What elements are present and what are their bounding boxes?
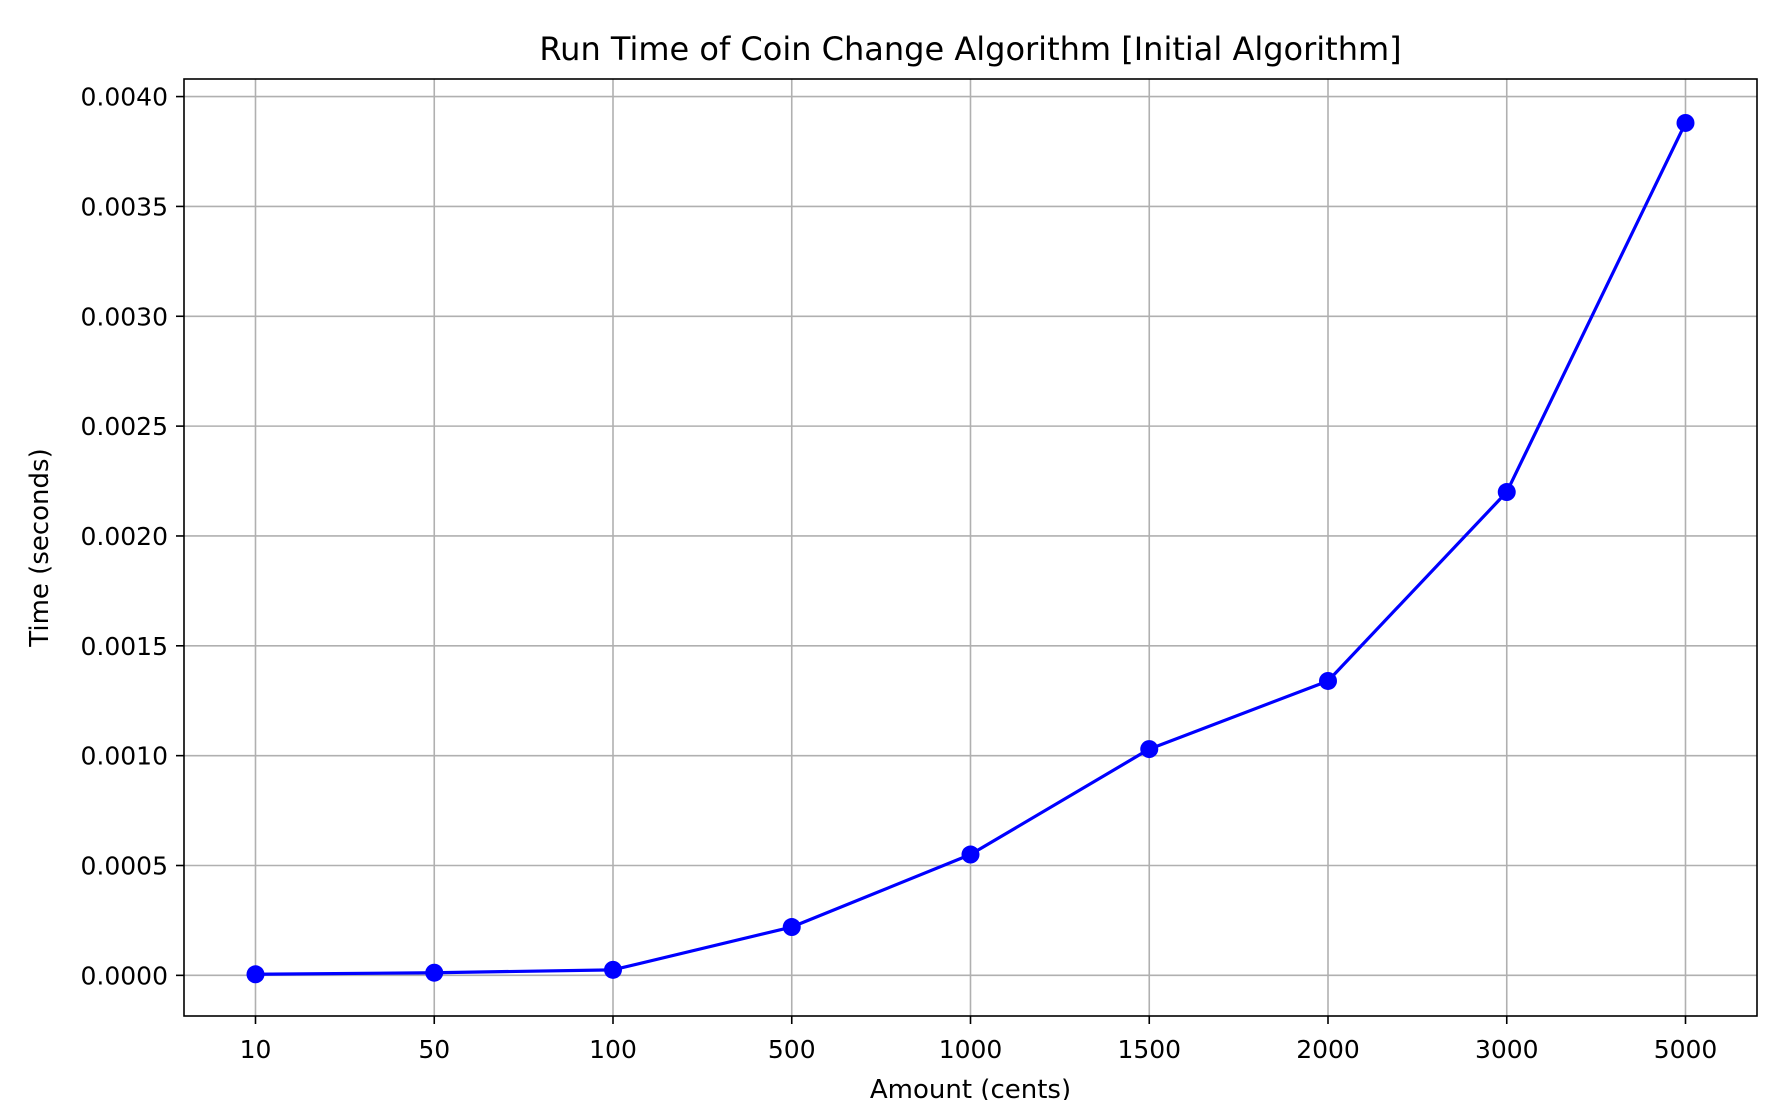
y-tick-label: 0.0040 [81,83,168,112]
data-point [961,845,980,864]
data-point [1676,113,1695,132]
y-tick-label: 0.0025 [81,412,168,441]
x-tick-label: 1000 [939,1035,1003,1064]
data-point [1319,671,1337,690]
y-tick-label: 0.0035 [81,192,168,221]
x-tick-label: 1500 [1117,1035,1181,1064]
series-layer [246,113,1695,984]
y-tick-label: 0.0005 [81,852,168,881]
y-tick-label: 0.0020 [81,522,168,551]
x-tick-label: 3000 [1475,1035,1539,1064]
y-axis-ticks: 0.0000 0.0005 0.0010 0.0015 0.0020 0.0025 0.00… [81,83,184,990]
y-tick-label: 0.0015 [81,632,168,661]
x-axis-label: Amount (cents) [870,1075,1071,1100]
data-point [246,965,265,984]
y-axis-label: Time (seconds) [25,448,55,647]
data-point [1497,483,1516,502]
x-axis-ticks: 10 50 100 500 1000 1500 2000 3000 5000 [240,1016,1718,1064]
x-tick-label: 2000 [1296,1035,1360,1064]
x-tick-label: 100 [589,1035,637,1064]
chart-title: Run Time of Coin Change Algorithm [Initi… [539,30,1401,68]
y-tick-label: 0.0000 [81,961,168,990]
data-point [1140,740,1159,759]
data-point [782,918,801,937]
x-tick-label: 10 [240,1035,272,1064]
grid-lines [184,79,1757,1016]
data-point [604,960,622,979]
data-point [425,963,444,982]
x-tick-label: 50 [418,1035,450,1064]
x-tick-label: 5000 [1654,1035,1718,1064]
x-tick-label: 500 [768,1035,816,1064]
y-tick-label: 0.0010 [81,742,168,771]
y-tick-label: 0.0030 [81,302,168,331]
